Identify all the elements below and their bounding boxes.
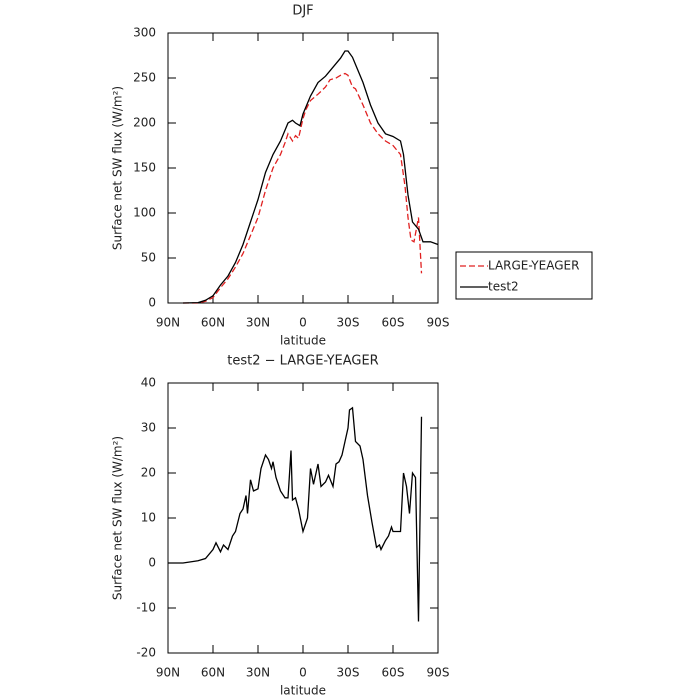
y-tick-label: -20 (136, 646, 156, 660)
y-axis-label: Surface net SW flux (W/m²) (111, 86, 125, 250)
x-tick-label: 0 (299, 316, 307, 330)
x-tick-label: 90N (156, 316, 180, 330)
x-tick-label: 60S (382, 316, 405, 330)
y-tick-label: 300 (133, 26, 156, 40)
y-tick-label: 0 (148, 556, 156, 570)
y-tick-label: 200 (133, 116, 156, 130)
y-tick-label: 30 (141, 421, 156, 435)
x-tick-label: 90S (427, 666, 450, 680)
legend-label: LARGE-YEAGER (488, 259, 579, 273)
y-axis-label: Surface net SW flux (W/m²) (111, 436, 125, 600)
y-tick-label: 0 (148, 296, 156, 310)
x-axis-label: latitude (280, 684, 326, 698)
legend-box (455, 251, 593, 300)
x-tick-label: 30S (337, 316, 360, 330)
y-tick-label: 10 (141, 511, 156, 525)
y-tick-label: 50 (141, 251, 156, 265)
x-tick-label: 30S (337, 666, 360, 680)
chart-title: DJF (292, 4, 313, 19)
legend-label: test2 (488, 280, 519, 294)
plot-frame (167, 32, 439, 304)
y-tick-label: 150 (133, 161, 156, 175)
x-tick-label: 60N (201, 316, 225, 330)
y-tick-label: 100 (133, 206, 156, 220)
x-tick-label: 90S (427, 316, 450, 330)
series-line (182, 50, 439, 304)
y-tick-label: 40 (141, 376, 156, 390)
x-tick-label: 90N (156, 666, 180, 680)
plot-frame (167, 382, 439, 654)
x-tick-label: 0 (299, 666, 307, 680)
chart-title: test2 − LARGE-YEAGER (227, 354, 378, 369)
series-line (168, 406, 423, 622)
y-tick-label: -10 (136, 601, 156, 615)
x-tick-label: 60N (201, 666, 225, 680)
y-tick-label: 250 (133, 71, 156, 85)
x-axis-label: latitude (280, 334, 326, 348)
x-tick-label: 30N (246, 666, 270, 680)
x-tick-label: 60S (382, 666, 405, 680)
series-line (183, 72, 423, 304)
y-tick-label: 20 (141, 466, 156, 480)
x-tick-label: 30N (246, 316, 270, 330)
